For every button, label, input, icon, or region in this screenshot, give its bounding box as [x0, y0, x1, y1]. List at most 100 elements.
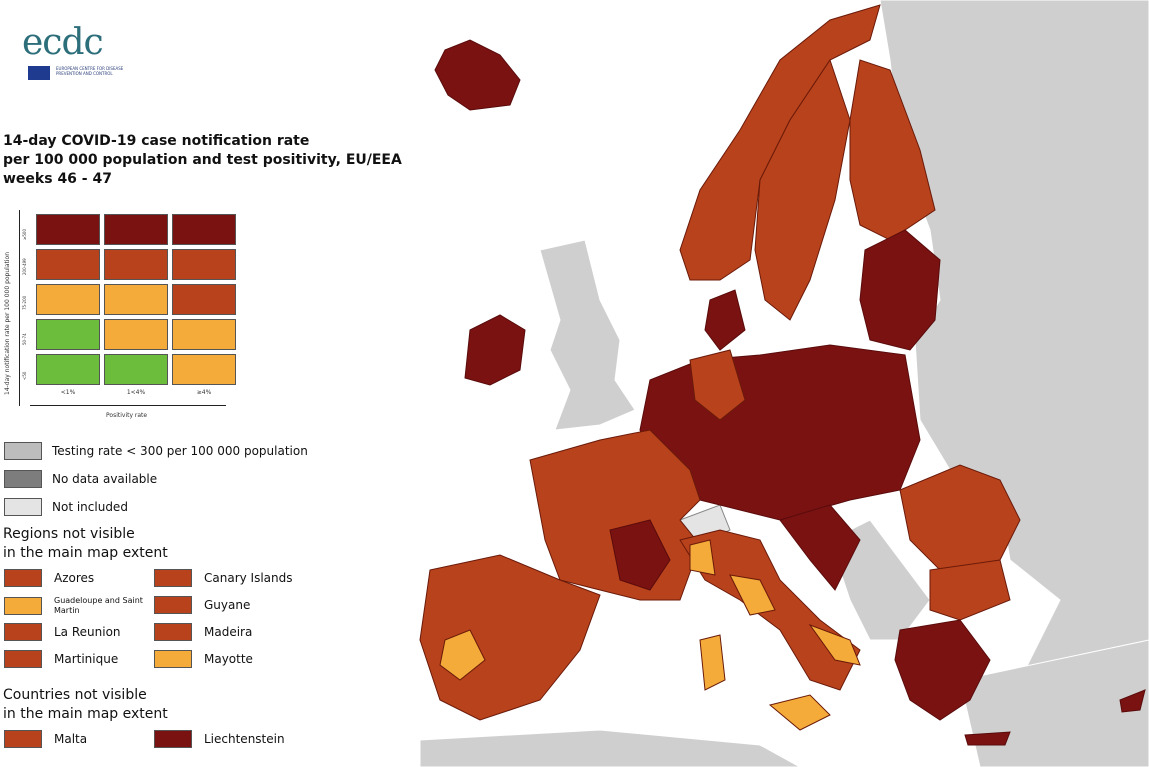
bulgaria	[929, 559, 1011, 621]
title-line: weeks 46 - 47	[3, 171, 112, 187]
eu-flag	[28, 66, 50, 80]
swatch	[4, 442, 42, 460]
x-axis	[30, 405, 226, 406]
legend-label: Liechtenstein	[204, 732, 285, 746]
legend-cell	[104, 249, 168, 280]
section-title-line: in the main map extent	[3, 706, 168, 722]
legend-cell	[36, 354, 100, 385]
y-axis-label: 14-day notification rate per 100 000 pop…	[4, 251, 11, 395]
status-label: Not included	[52, 500, 128, 514]
x-axis-label: Positivity rate	[106, 412, 148, 419]
status-legend-item: Testing rate < 300 per 100 000 populatio…	[4, 442, 308, 460]
italy-piedmont	[689, 539, 716, 576]
column-label: <1%	[60, 389, 76, 396]
sicily	[768, 694, 831, 731]
legend-cell	[104, 354, 168, 385]
status-legend-item: No data available	[4, 470, 157, 488]
norway	[679, 4, 881, 281]
ireland	[464, 314, 526, 386]
legend-item: Malta	[4, 730, 144, 748]
swatch	[4, 730, 42, 748]
legend-cell	[104, 214, 168, 245]
section-title: Regions not visible in the main map exten…	[3, 525, 168, 563]
italy-puglia	[808, 623, 861, 666]
swatch	[154, 650, 192, 668]
croatia-slovenia	[779, 504, 861, 591]
legend-item: Mayotte	[154, 650, 294, 668]
row-label: ≥500	[22, 229, 27, 240]
iceland	[434, 39, 521, 111]
legend-matrix	[36, 214, 236, 385]
logo-subtitle: EUROPEAN CENTRE FOR DISEASE PREVENTION A…	[56, 66, 124, 76]
north-africa	[419, 729, 801, 767]
section-title: Countries not visible in the main map ext…	[3, 686, 168, 724]
legend-label: Mayotte	[204, 652, 253, 666]
legend-cell	[36, 284, 100, 315]
legend-label: Malta	[54, 732, 88, 746]
swatch	[154, 623, 192, 641]
row-label: 200-499	[22, 258, 27, 275]
germany-north	[689, 349, 746, 421]
section-title-line: Countries not visible	[3, 687, 147, 703]
column-label: 1<4%	[126, 389, 146, 396]
legend-item: Madeira	[154, 623, 294, 641]
sardinia	[699, 634, 726, 691]
swatch	[4, 569, 42, 587]
status-legend-item: Not included	[4, 498, 128, 516]
swatch	[4, 470, 42, 488]
column-label: ≥4%	[196, 389, 212, 396]
legend-cell	[172, 214, 236, 245]
legend-item: Martinique	[4, 650, 144, 668]
title-line: 14-day COVID-19 case notification rate	[3, 133, 310, 149]
swatch	[4, 650, 42, 668]
swatch	[4, 623, 42, 641]
sweden	[754, 58, 851, 321]
crete	[964, 731, 1011, 746]
legend-cell	[36, 319, 100, 350]
denmark	[704, 289, 746, 351]
status-label: No data available	[52, 472, 158, 486]
legend-label: Canary Islands	[204, 571, 293, 585]
legend-label: La Reunion	[54, 625, 121, 639]
italy-tuscany	[729, 574, 776, 616]
greece	[894, 619, 991, 721]
legend-item: Liechtenstein	[154, 730, 294, 748]
section-title-line: Regions not visible	[3, 526, 135, 542]
swatch	[154, 569, 192, 587]
swatch	[154, 730, 192, 748]
legend-label: Martinique	[54, 652, 119, 666]
finland	[849, 59, 936, 241]
romania	[899, 464, 1021, 571]
legend-label: Guadeloupe and Saint Martin	[54, 596, 143, 615]
legend-cell	[104, 284, 168, 315]
baltics	[859, 229, 941, 351]
legend-cell	[36, 214, 100, 245]
legend-cell	[172, 354, 236, 385]
spain-portugal	[419, 554, 601, 721]
title-line: per 100 000 population and test positivi…	[3, 152, 402, 168]
spain-extremadura	[439, 629, 486, 681]
legend-cell	[172, 284, 236, 315]
legend-item: Azores	[4, 569, 144, 587]
legend-cell	[36, 249, 100, 280]
row-label: 50-74	[22, 333, 27, 345]
title: 14-day COVID-19 case notification rate pe…	[3, 132, 402, 189]
row-label: 75-200	[22, 295, 27, 310]
legend-cell	[104, 319, 168, 350]
swatch	[154, 596, 192, 614]
row-label: <50	[22, 371, 27, 380]
swatch	[4, 498, 42, 516]
legend-item: Guyane	[154, 596, 294, 614]
legend-item: La Reunion	[4, 623, 144, 641]
cyprus	[1119, 689, 1146, 713]
legend-label: Guyane	[204, 598, 251, 612]
legend-label: Azores	[54, 571, 95, 585]
y-axis	[19, 210, 20, 406]
logo: ecdc	[22, 22, 104, 63]
legend-cell	[172, 249, 236, 280]
legend-item: Canary Islands	[154, 569, 294, 587]
france-southeast	[609, 519, 671, 591]
legend-label: Madeira	[204, 625, 253, 639]
legend-item: Guadeloupe and Saint Martin	[4, 596, 144, 616]
